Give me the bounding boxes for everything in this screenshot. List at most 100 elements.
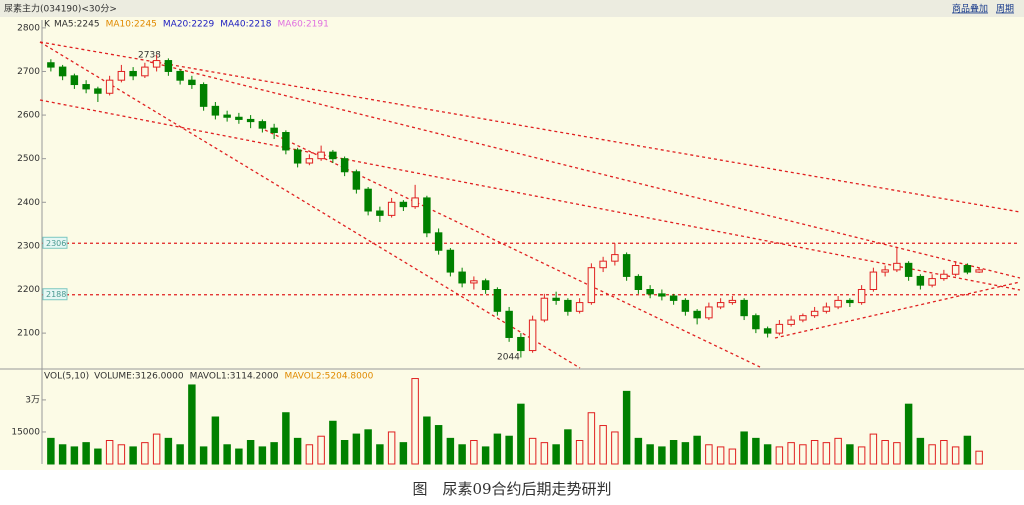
- candle-body: [528, 319, 537, 352]
- candle-body: [810, 310, 819, 317]
- candle-body: [775, 323, 784, 334]
- volume-bar: [399, 442, 408, 465]
- volume-bar: [117, 444, 126, 465]
- volume-bar: [810, 440, 819, 465]
- volume-bar: [94, 448, 102, 465]
- volume-bar: [634, 437, 643, 465]
- candle-body: [152, 60, 161, 68]
- level-label: 2306: [46, 239, 66, 248]
- volume-bar: [105, 440, 114, 465]
- candle-body: [881, 269, 889, 273]
- volume-bar: [176, 444, 184, 465]
- candle-body: [47, 62, 55, 68]
- candle-body: [117, 70, 126, 81]
- volume-bar: [387, 431, 396, 465]
- y-tick-label: 2700: [17, 67, 40, 77]
- volume-bar: [340, 440, 349, 465]
- candle-body: [399, 201, 408, 208]
- candle-body: [293, 149, 302, 164]
- candle-body: [693, 310, 701, 319]
- volume-bar: [575, 440, 584, 465]
- candle-body: [258, 121, 267, 129]
- volume-bar: [834, 437, 842, 465]
- candle-body: [376, 210, 384, 216]
- candle-body: [869, 271, 878, 291]
- candle-body: [270, 127, 278, 134]
- volume-bar: [775, 446, 784, 465]
- y-tick-label: 2800: [17, 23, 40, 33]
- candle-body: [564, 299, 572, 312]
- volume-bar: [951, 446, 960, 465]
- volume-bar: [940, 440, 948, 465]
- candle-body: [681, 299, 690, 312]
- level-label: 2188: [46, 290, 66, 299]
- indicator-label: MA20:2229: [163, 20, 215, 30]
- candle-body: [411, 197, 419, 208]
- volume-bar: [540, 442, 549, 465]
- candle-body: [470, 280, 478, 284]
- volume-bar: [799, 444, 807, 465]
- caption: 图 尿素09合约后期走势研判: [412, 480, 611, 498]
- volume-legend-item: VOLUME:3126.0000: [94, 372, 184, 382]
- volume-bar: [928, 444, 936, 465]
- period-button[interactable]: 周期: [996, 4, 1014, 15]
- y-tick-label: 2300: [17, 241, 40, 251]
- volume-bar: [47, 437, 55, 465]
- candle-body: [493, 289, 502, 312]
- peak-label: 2738: [138, 51, 161, 61]
- candle-body: [787, 319, 795, 325]
- candle-body: [940, 273, 948, 280]
- candle-body: [329, 151, 337, 160]
- overlay-button[interactable]: 商品叠加: [952, 3, 988, 15]
- candle-body: [282, 132, 290, 151]
- candle-body: [975, 269, 983, 273]
- volume-bar: [82, 442, 90, 465]
- candle-body: [434, 232, 443, 251]
- volume-bar: [728, 448, 737, 465]
- candle-body: [846, 299, 854, 304]
- volume-bar: [716, 446, 725, 465]
- volume-bar: [587, 412, 596, 465]
- volume-bar: [352, 433, 361, 465]
- volume-bar: [246, 440, 255, 465]
- candle-body: [634, 275, 643, 291]
- candle-body: [340, 158, 349, 173]
- volume-bar: [552, 444, 560, 465]
- candle-body: [740, 299, 748, 317]
- candle-body: [834, 299, 842, 308]
- candle-body: [669, 295, 678, 301]
- candle-body: [164, 60, 173, 72]
- volume-bar: [282, 412, 290, 465]
- y-tick-label: 2100: [17, 329, 40, 339]
- volume-bar: [305, 444, 314, 465]
- volume-bar: [904, 403, 913, 465]
- volume-bar: [129, 446, 137, 465]
- volume-bar: [869, 433, 878, 465]
- header-title: 尿素主力(034190)<30分>: [4, 3, 117, 15]
- volume-bar: [493, 433, 502, 465]
- background: [0, 0, 1024, 470]
- volume-bar: [411, 378, 419, 465]
- volume-bar: [622, 390, 631, 465]
- volume-bar: [975, 450, 983, 465]
- candle-body: [904, 262, 913, 277]
- candle-body: [176, 70, 184, 81]
- volume-bar: [235, 448, 243, 465]
- volume-bar: [893, 442, 901, 465]
- volume-bar: [881, 440, 889, 465]
- volume-bar: [763, 444, 772, 465]
- candle-body: [552, 297, 560, 301]
- volume-bar: [376, 444, 384, 465]
- candle-body: [963, 265, 972, 273]
- candle-body: [822, 306, 831, 312]
- indicator-label: MA5:2245: [54, 20, 100, 30]
- volume-bar: [434, 425, 443, 465]
- trough-label: 2044: [497, 353, 520, 363]
- level-box: [42, 288, 68, 301]
- candle-body: [481, 280, 490, 291]
- volume-bar: [787, 442, 795, 465]
- volume-bar: [822, 442, 831, 465]
- volume-bar: [270, 442, 278, 465]
- volume-bar: [329, 420, 337, 465]
